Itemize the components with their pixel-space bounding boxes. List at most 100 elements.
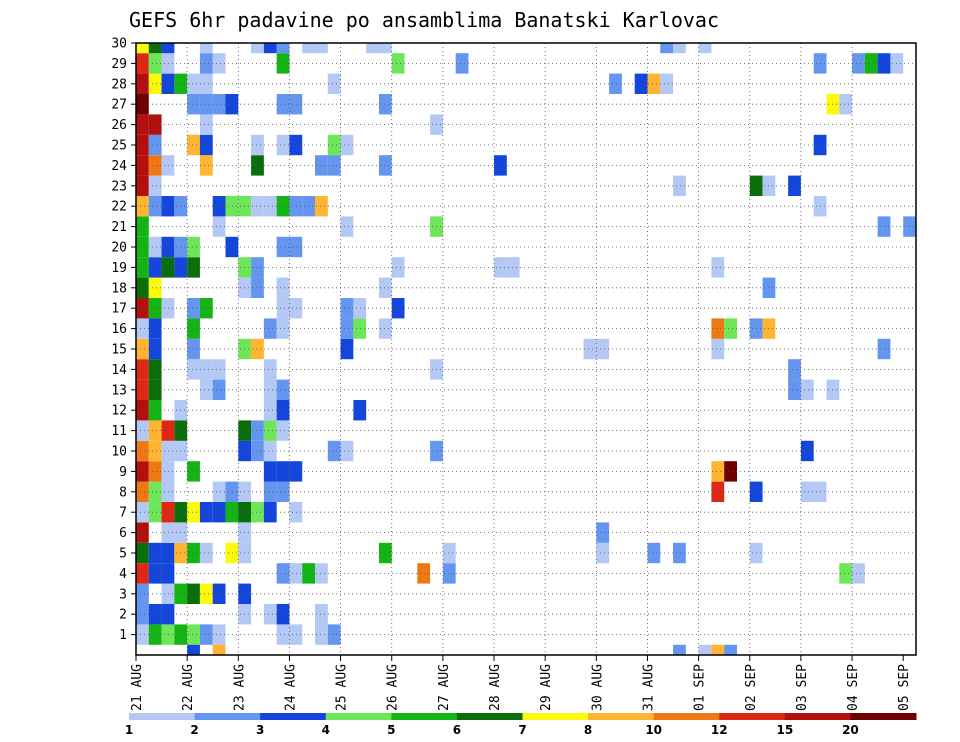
heatmap-cell [148,440,162,462]
heatmap-cell [276,43,290,54]
y-tick-label: 24 [111,159,127,174]
heatmap-cell [187,94,200,115]
heatmap-cell [289,624,303,645]
heatmap-cell [199,94,213,115]
heatmap-cell [251,502,264,523]
heatmap-cell [148,604,162,625]
heatmap-cell [136,604,149,625]
heatmap-cell [800,481,814,502]
heatmap-cell [136,277,149,298]
colorbar-swatch [194,713,261,720]
heatmap-cell [276,400,290,421]
heatmap-cell [251,420,264,441]
heatmap-cell [161,583,175,604]
x-tick-label: 01 SEP [693,664,708,711]
heatmap-cell [596,522,610,543]
heatmap-cell [136,420,149,441]
heatmap-cell [340,338,354,360]
heatmap-cell [698,43,712,54]
heatmap-cell [148,114,162,135]
y-tick-label: 23 [111,179,127,194]
heatmap-cell [148,43,162,54]
heatmap-cell [673,542,686,564]
heatmap-cell [353,298,367,319]
heatmap-cell [148,175,162,196]
heatmap-cell [148,155,162,176]
heatmap-cell [212,216,226,237]
heatmap-cell [136,502,149,523]
heatmap-cell [161,43,175,54]
colorbar-tick-label: 5 [387,723,395,737]
colorbar-tick-label: 4 [322,723,330,737]
y-tick-label: 7 [119,506,127,521]
heatmap-cell [136,318,149,339]
heatmap-cell [340,440,354,462]
heatmap-cell [212,583,226,604]
colorbar-tick-label: 12 [711,723,728,737]
heatmap-cell [711,481,725,502]
chart-title: GEFS 6hr padavine po ansamblima Banatski… [129,8,719,32]
heatmap-cell [225,94,239,115]
heatmap-cell [327,73,341,94]
heatmap-cell [251,134,264,156]
heatmap-cell [289,134,303,156]
heatmap-cell [647,542,661,564]
heatmap-cell [276,563,290,584]
colorbar-swatch [719,713,786,720]
heatmap-cell [378,542,392,564]
heatmap-cell [391,298,405,319]
heatmap-cell [276,236,290,258]
heatmap-cell [276,420,290,441]
colorbar: 1 2 3 4 5 6 7 8 10 12 15 20 [125,713,917,737]
heatmap-cell [263,440,277,462]
y-tick-label: 25 [111,139,127,154]
heatmap-cell [187,338,200,360]
heatmap-cell [148,318,162,339]
colorbar-swatch [260,713,327,720]
y-tick-label: 18 [111,281,127,296]
heatmap-cell [136,379,149,400]
colorbar-tick-label: 6 [453,723,461,737]
heatmap-cell [136,542,149,564]
colorbar-swatch [588,713,655,720]
y-tick-label: 11 [111,424,127,439]
colorbar-tick-label: 8 [584,723,592,737]
heatmap-cell [302,43,316,54]
heatmap-cell [289,563,303,584]
heatmap-cell [136,400,149,421]
heatmap-cell [161,257,175,278]
heatmap-cell [187,644,200,655]
heatmap-cell [136,236,149,258]
heatmap-cell [187,134,200,156]
heatmap-cell [442,563,456,584]
heatmap-cell [800,379,814,400]
x-tick-label: 30 AUG [590,664,605,711]
heatmap-cell [378,94,392,115]
heatmap-cell [711,644,725,655]
heatmap-cell [161,440,175,462]
heatmap-cell [187,583,200,604]
y-tick-label: 21 [111,220,127,235]
x-tick-label: 26 AUG [386,664,401,711]
heatmap-cell [161,298,175,319]
heatmap-cell [199,134,213,156]
heatmap-cell [724,644,737,655]
heatmap-cell [251,338,264,360]
heatmap-cell [864,53,878,74]
heatmap-cell [839,563,853,584]
heatmap-cell [161,542,175,564]
heatmap-cell [263,461,277,482]
heatmap-cell [583,338,597,360]
heatmap-cell [276,298,290,319]
heatmap-cell [289,502,303,523]
colorbar-swatch [129,713,196,720]
y-tick-label: 12 [111,404,127,419]
x-tick-label: 29 AUG [539,664,554,711]
heatmap-cell [276,379,290,400]
heatmap-cell [136,624,149,645]
heatmap-cell [276,318,290,339]
colorbar-swatch [456,713,523,720]
y-tick-label: 6 [119,526,127,541]
colorbar-tick-label: 20 [842,723,859,737]
